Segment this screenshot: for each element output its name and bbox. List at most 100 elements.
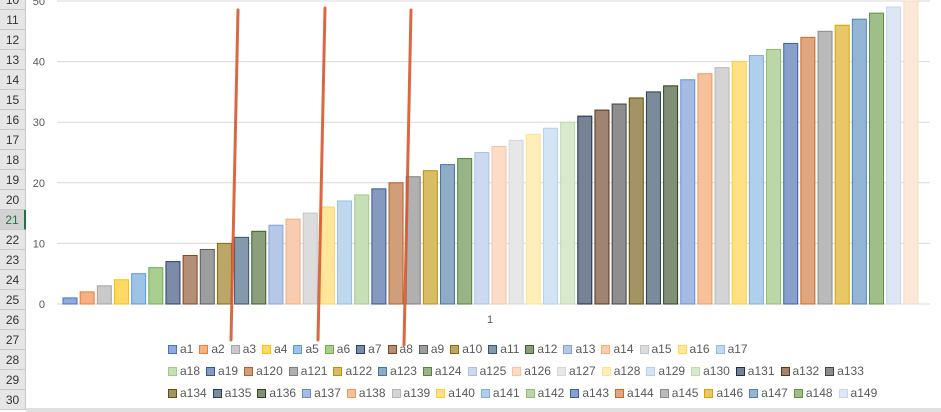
bar-a122[interactable] — [422, 170, 438, 305]
bar-a13[interactable] — [268, 224, 284, 305]
legend-item[interactable]: a137 — [302, 386, 341, 400]
legend-item[interactable]: a5 — [293, 342, 319, 356]
bar-a15[interactable] — [302, 212, 318, 305]
legend-item[interactable]: a17 — [715, 342, 748, 356]
legend-item[interactable]: a9 — [418, 342, 444, 356]
bar-a18[interactable] — [354, 194, 370, 305]
legend-item[interactable]: a19 — [206, 364, 238, 378]
row-header[interactable]: 28 — [0, 350, 25, 370]
legend-item[interactable]: a145 — [659, 386, 698, 400]
row-header[interactable]: 22 — [0, 230, 25, 250]
legend-item[interactable]: a146 — [704, 386, 743, 400]
bar-a19[interactable] — [371, 188, 387, 305]
row-header[interactable]: 25 — [0, 290, 25, 310]
row-header[interactable]: 13 — [0, 50, 25, 70]
legend-item[interactable]: a8 — [387, 342, 413, 356]
legend-item[interactable]: a142 — [525, 386, 564, 400]
legend-item[interactable]: a126 — [512, 364, 551, 378]
legend-item[interactable]: a133 — [825, 364, 864, 378]
legend-item[interactable]: a121 — [288, 364, 327, 378]
bar-a129[interactable] — [542, 127, 558, 305]
legend-item[interactable]: a2 — [199, 342, 225, 356]
legend-item[interactable]: a10 — [450, 342, 482, 356]
bar-a149[interactable] — [886, 6, 902, 305]
bar-a137[interactable] — [680, 79, 696, 305]
bar-a145[interactable] — [817, 30, 833, 305]
legend-item[interactable]: a147 — [749, 386, 788, 400]
legend-item[interactable]: a130 — [691, 364, 730, 378]
legend-item[interactable]: a144 — [615, 386, 654, 400]
bar-a7[interactable] — [165, 261, 181, 305]
bar-a12[interactable] — [251, 230, 267, 305]
bar-a2[interactable] — [79, 291, 95, 305]
legend-item[interactable]: a6 — [324, 342, 350, 356]
bar-a5[interactable] — [131, 273, 147, 305]
legend-item[interactable]: a11 — [488, 342, 519, 356]
legend-item[interactable]: a123 — [378, 364, 417, 378]
bar-a6[interactable] — [148, 267, 164, 305]
legend-item[interactable]: a140 — [436, 386, 475, 400]
bar-a143[interactable] — [783, 42, 799, 305]
row-header[interactable]: 11 — [0, 10, 25, 30]
legend-item[interactable]: a4 — [262, 342, 287, 356]
row-header[interactable]: 23 — [0, 250, 25, 270]
legend-item[interactable]: a16 — [677, 342, 710, 356]
bar-a9[interactable] — [199, 248, 215, 305]
bar-a134[interactable] — [628, 97, 644, 305]
legend-item[interactable]: a122 — [333, 364, 372, 378]
bar-a126[interactable] — [491, 145, 507, 305]
legend-item[interactable]: a14 — [601, 342, 634, 356]
legend-item[interactable]: a148 — [793, 386, 833, 400]
bar-a132[interactable] — [594, 109, 610, 305]
legend-item[interactable]: a13 — [563, 342, 595, 356]
bar-a8[interactable] — [182, 255, 198, 305]
bar-a146[interactable] — [834, 24, 850, 305]
bar-a133[interactable] — [611, 103, 627, 305]
bar-a120[interactable] — [388, 182, 404, 305]
legend-item[interactable]: a135 — [212, 386, 251, 400]
bar-a1[interactable] — [62, 297, 78, 305]
bar-a140[interactable] — [731, 61, 747, 305]
bar-a124[interactable] — [457, 158, 473, 305]
row-header[interactable]: 21 — [0, 210, 26, 230]
bar-a150[interactable] — [903, 0, 919, 305]
row-header[interactable]: 15 — [0, 90, 25, 110]
row-header[interactable]: 20 — [0, 190, 25, 210]
legend-item[interactable]: a7 — [356, 342, 382, 356]
bar-a127[interactable] — [508, 139, 524, 305]
legend-item[interactable]: a127 — [556, 364, 596, 378]
bar-a142[interactable] — [766, 48, 782, 305]
legend-item[interactable]: a1 — [168, 342, 193, 356]
bar-a136[interactable] — [663, 85, 679, 305]
row-header[interactable]: 24 — [0, 270, 25, 290]
bar-a17[interactable] — [337, 200, 353, 305]
legend-item[interactable]: a125 — [467, 364, 506, 378]
bar-a16[interactable] — [319, 206, 335, 305]
bar-a125[interactable] — [474, 152, 490, 305]
bar-a135[interactable] — [645, 91, 661, 305]
bar-a11[interactable] — [234, 236, 250, 305]
legend-item[interactable]: a120 — [244, 364, 283, 378]
legend-item[interactable]: a134 — [168, 386, 207, 400]
bar-a147[interactable] — [851, 18, 867, 305]
legend-item[interactable]: a12 — [525, 342, 557, 356]
row-header[interactable]: 14 — [0, 70, 25, 90]
row-header[interactable]: 16 — [0, 110, 25, 130]
legend-item[interactable]: a15 — [639, 342, 672, 356]
bar-a14[interactable] — [285, 218, 301, 305]
bar-a139[interactable] — [714, 67, 730, 305]
bar-a144[interactable] — [800, 36, 816, 305]
legend-item[interactable]: a138 — [346, 386, 386, 400]
legend-item[interactable]: a143 — [570, 386, 609, 400]
bar-a10[interactable] — [216, 242, 232, 305]
row-header[interactable]: 10 — [0, 0, 25, 10]
bar-a131[interactable] — [577, 115, 593, 305]
row-header[interactable]: 17 — [0, 130, 25, 150]
bar-a141[interactable] — [748, 55, 764, 305]
row-header[interactable]: 18 — [0, 150, 25, 170]
legend-item[interactable]: a149 — [838, 386, 877, 400]
row-header[interactable]: 29 — [0, 370, 25, 390]
row-header[interactable]: 19 — [0, 170, 25, 190]
bar-a123[interactable] — [440, 164, 456, 305]
